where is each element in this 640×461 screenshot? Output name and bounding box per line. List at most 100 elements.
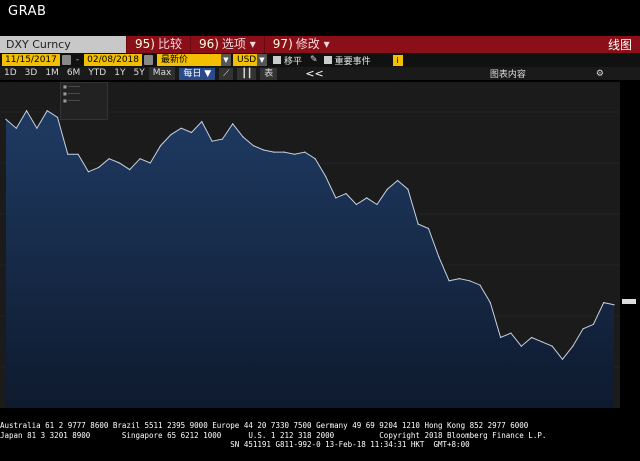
data-point <box>263 149 265 151</box>
app-title: GRAB <box>8 4 47 19</box>
footer: Australia 61 2 9777 8600 Brazil 5511 239… <box>0 421 640 450</box>
data-point <box>180 127 182 129</box>
info-icon[interactable]: i <box>392 54 403 66</box>
data-point <box>335 197 337 199</box>
data-point <box>283 151 285 153</box>
data-point <box>592 323 595 325</box>
gear-icon[interactable]: ⚙ <box>595 68 604 79</box>
last-price-tag <box>622 299 636 304</box>
data-point <box>531 336 533 339</box>
data-point <box>500 336 502 339</box>
chevron-down-icon[interactable]: ▼ <box>221 54 231 66</box>
chevron-down-icon: ▾ <box>249 37 256 51</box>
currency-select[interactable]: USD <box>233 54 257 66</box>
footer-line-2: Japan 81 3 3201 8900 Singapore 65 6212 1… <box>0 430 547 440</box>
data-point <box>469 280 471 282</box>
compare-menu[interactable]: 95) 比较 <box>126 36 190 53</box>
legend-row: ■ ───── <box>63 98 81 103</box>
start-date-input[interactable]: 11/15/2017 <box>2 54 60 66</box>
price-area <box>6 110 614 408</box>
data-point <box>232 123 234 125</box>
timeframe-5y[interactable]: 5Y <box>133 68 145 78</box>
data-point <box>242 136 244 138</box>
chevron-down-icon: ▾ <box>323 37 330 51</box>
data-point <box>252 145 254 147</box>
collapse-button[interactable]: << <box>305 67 324 80</box>
chart-legend: ■ ───── ■ ───── ■ ───── <box>60 82 108 120</box>
data-point <box>376 203 378 206</box>
calendar-icon[interactable] <box>61 55 71 65</box>
data-point <box>561 358 564 360</box>
settings-bar: 11/15/2017 - 02/08/2018 最新价 ▼ USD ▼ 移平 ✎… <box>0 53 640 67</box>
price-line <box>5 109 615 361</box>
data-point <box>489 302 491 304</box>
data-point <box>170 134 172 136</box>
data-point <box>366 197 368 199</box>
timeframe-1d[interactable]: 1D <box>4 68 17 78</box>
data-point <box>26 110 28 112</box>
date-separator: - <box>75 55 80 65</box>
compare-label: 比较 <box>157 37 182 51</box>
chart-type-label[interactable]: 线图 <box>607 38 632 52</box>
ticker-field[interactable]: DXY Curncy <box>0 36 126 53</box>
data-point <box>479 284 481 286</box>
chevron-down-icon: ▼ <box>204 68 212 79</box>
line-chart-icon[interactable]: ⟋ <box>219 67 234 80</box>
data-point <box>613 304 615 306</box>
legend-row: ■ ───── <box>63 84 81 89</box>
footer-line-3: SN 451191 G811-992-0 13-Feb-18 11:34:31 … <box>0 440 470 449</box>
data-point <box>417 223 419 225</box>
events-checkbox[interactable] <box>323 56 332 64</box>
modify-menu[interactable]: 97) 修改 ▾ <box>263 36 338 53</box>
table-button[interactable]: 表 <box>260 67 278 80</box>
footer-line-1: Australia 61 2 9777 8600 Brazil 5511 239… <box>0 421 529 430</box>
data-point <box>304 151 306 153</box>
timeframe-6m[interactable]: 6M <box>66 68 81 78</box>
frequency-label: 每日 <box>183 68 202 79</box>
move-label: 移平 <box>284 56 303 67</box>
data-point <box>603 302 605 304</box>
timeframe-1y[interactable]: 1Y <box>114 68 126 78</box>
frequency-select[interactable]: 每日 ▼ <box>179 67 216 80</box>
modify-label: 修改 <box>295 37 320 51</box>
data-point <box>129 169 131 171</box>
timeframe-1m[interactable]: 1M <box>45 68 59 78</box>
data-point <box>46 110 48 112</box>
data-point <box>386 188 388 190</box>
price-points <box>5 110 615 360</box>
data-point <box>149 162 151 164</box>
data-point <box>448 280 450 282</box>
data-point <box>345 193 347 195</box>
timeframe-ytd[interactable]: YTD <box>88 68 107 78</box>
pen-icon[interactable]: ✎ <box>310 55 318 65</box>
chart-content-label[interactable]: 图表内容 <box>489 70 526 80</box>
data-point <box>190 131 193 134</box>
data-point <box>118 162 120 164</box>
data-point <box>15 127 17 129</box>
data-point <box>355 203 357 206</box>
data-point <box>458 278 460 280</box>
chevron-down-icon[interactable]: ▼ <box>257 54 267 66</box>
end-date-input[interactable]: 02/08/2018 <box>84 54 142 66</box>
data-point <box>293 153 296 155</box>
data-point <box>67 153 69 155</box>
data-point <box>438 256 440 258</box>
timeframe-3d[interactable]: 3D <box>24 68 38 78</box>
move-checkbox[interactable] <box>273 56 281 64</box>
calendar-icon[interactable] <box>144 55 153 65</box>
data-point <box>397 179 399 182</box>
data-point <box>211 140 213 142</box>
data-point <box>427 227 430 230</box>
price-chart[interactable] <box>0 82 640 412</box>
data-point <box>324 175 327 177</box>
options-menu[interactable]: 96) 选项 ▾ <box>189 36 264 53</box>
data-point <box>551 345 553 347</box>
timeframe-max[interactable]: Max <box>148 67 176 80</box>
events-label: 重要事件 <box>334 56 371 67</box>
data-point <box>36 127 38 129</box>
data-point <box>77 153 79 155</box>
timeframe-bar: 1D 3D 1M 6M YTD 1Y 5Y Max 每日 ▼ ⟋ ┃┃ 表 <<… <box>0 67 640 80</box>
data-point <box>139 158 141 160</box>
price-type-select[interactable]: 最新价 <box>157 54 221 66</box>
candle-chart-icon[interactable]: ┃┃ <box>237 67 257 80</box>
